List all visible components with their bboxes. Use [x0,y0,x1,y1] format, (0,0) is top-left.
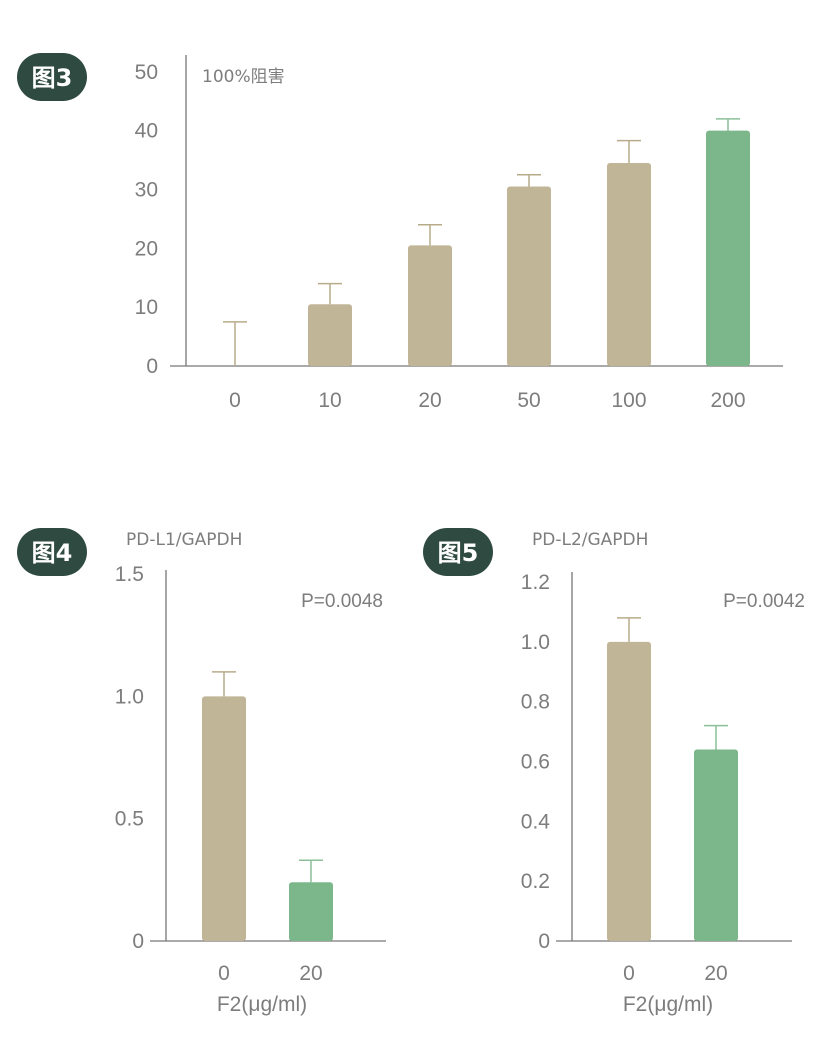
bar [694,749,738,941]
y-tick-label: 1.0 [115,685,144,708]
x-tick-label: 100 [611,389,646,412]
x-tick-label: 200 [710,389,745,412]
x-tick-label: 20 [299,962,322,985]
y-tick-label: 20 [135,237,158,260]
bar [507,186,551,366]
bar [308,304,352,366]
bar [202,696,246,941]
y-tick-label: 0.2 [521,870,550,893]
x-tick-label: 50 [517,389,540,412]
chart-5: 图5 0 0.2 0.4 0.6 0.8 1.0 1.2 0 20 PD-L2/GAPDH P=0.0… [423,528,805,1016]
y-axis-label: PD-L1/GAPDH [126,530,242,550]
x-tick-label: 20 [704,962,727,985]
y-tick-label: 0 [146,355,158,378]
y-tick-label: 0 [538,930,550,953]
bar [706,130,750,366]
y-axis-label: 100%阻害 [202,67,285,87]
badge-pill [17,53,87,101]
y-axis-label: PD-L2/GAPDH [532,530,648,550]
figure-badge: 图3 [17,53,87,101]
badge-label: 图3 [32,64,73,92]
p-value-annotation: P=0.0042 [723,591,805,612]
y-tick-label: 30 [135,178,158,201]
bar [607,641,651,941]
x-tick-label: 10 [318,389,341,412]
figure-badge: 图5 [423,528,493,576]
figure-badge: 图4 [17,528,87,576]
x-tick-label: 20 [418,389,441,412]
y-tick-label: 40 [135,120,158,143]
x-tick-label: 0 [623,962,635,985]
badge-pill [17,528,87,576]
x-axis-label: F2(μg/ml) [217,993,307,1016]
chart-3: 图3 0 10 20 30 40 50 0 10 20 50 100 200 100%阻害 [17,53,783,412]
bar [289,882,333,941]
bar [408,245,452,366]
x-tick-label: 0 [229,389,241,412]
x-tick-label: 0 [218,962,230,985]
x-axis-label: F2(μg/ml) [623,993,713,1016]
bar [607,162,651,366]
y-tick-label: 1.5 [115,563,144,586]
y-tick-label: 50 [135,61,158,84]
y-tick-label: 0.5 [115,808,144,831]
y-tick-label: 0 [132,930,144,953]
y-tick-label: 0.6 [521,751,550,774]
p-value-annotation: P=0.0048 [301,591,383,612]
chart-4: 图4 0 0.5 1.0 1.5 0 20 PD-L1/GAPDH P=0.0048 F2(μg/… [17,528,386,1016]
y-tick-label: 0.8 [521,691,550,714]
badge-pill [423,528,493,576]
y-tick-label: 0.4 [521,810,551,833]
badge-label: 图5 [438,539,479,567]
y-tick-label: 1.2 [521,571,550,594]
y-tick-label: 10 [135,296,158,319]
badge-label: 图4 [32,539,73,567]
y-tick-label: 1.0 [521,631,550,654]
